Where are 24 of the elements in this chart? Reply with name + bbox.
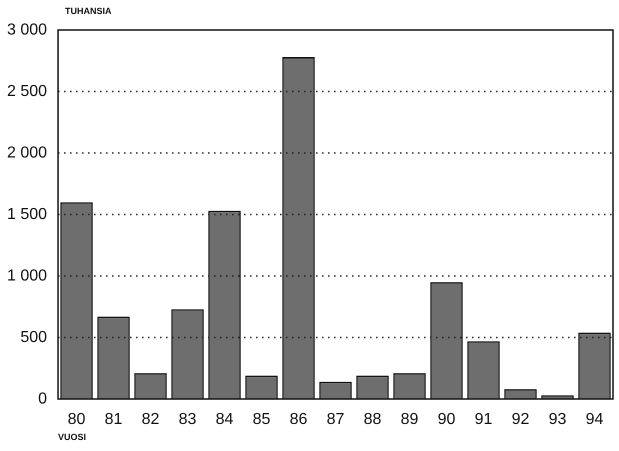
y-axis-title: TUHANSIA	[65, 6, 112, 16]
y-tick-label: 3 000	[6, 21, 48, 38]
y-tick-label: 0	[38, 390, 48, 408]
y-tick-label: 1 500	[6, 206, 48, 223]
x-tick-label: 94	[586, 411, 604, 428]
x-tick-label: 86	[290, 411, 308, 428]
x-tick-label: 93	[548, 411, 567, 428]
x-tick-label: 81	[104, 411, 123, 428]
x-tick-label: 91	[474, 411, 493, 428]
x-axis-title: VUOSI	[58, 432, 86, 442]
x-tick-label: 84	[216, 411, 234, 428]
x-tick-label: 92	[512, 411, 530, 428]
x-tick-label: 89	[400, 411, 419, 428]
x-tick-label: 85	[252, 411, 271, 428]
y-tick-label: 2 000	[6, 144, 48, 162]
x-tick-label: 80	[68, 411, 86, 428]
y-tick-label: 1 000	[6, 267, 48, 284]
y-tick-label: 500	[20, 328, 48, 346]
x-tick-label: 90	[438, 411, 456, 428]
x-tick-label: 87	[326, 411, 345, 428]
x-tick-label: 88	[364, 411, 382, 428]
x-tick-label: 82	[142, 411, 160, 428]
x-tick-label: 83	[178, 411, 197, 428]
y-tick-label: 2 500	[6, 82, 48, 100]
